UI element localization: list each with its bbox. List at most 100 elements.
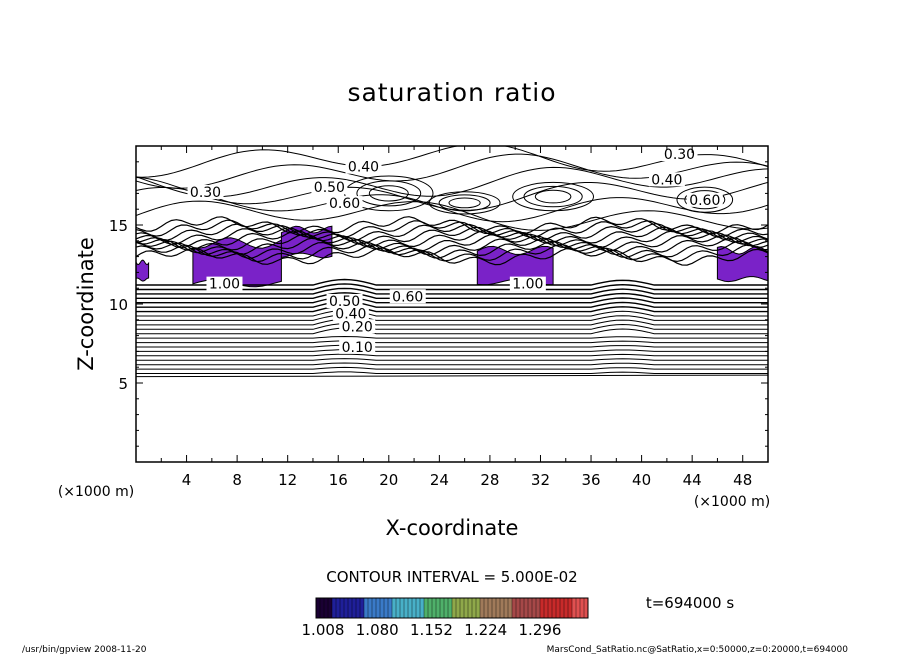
z-unit-label: (×1000 m) — [58, 484, 134, 500]
colorbar-stripe — [360, 598, 365, 618]
colorbar-tick-label: 1.080 — [356, 621, 399, 639]
contour-line — [136, 371, 768, 374]
colorbar-stripe — [456, 598, 461, 618]
x-tick-label: 36 — [581, 471, 600, 489]
contour-line — [136, 362, 768, 366]
colorbar-stripe — [348, 598, 353, 618]
plot-frame — [135, 145, 769, 463]
colorbar-stripe — [376, 598, 381, 618]
contour-interval: CONTOUR INTERVAL = 5.000E-02 — [326, 568, 577, 586]
contour-label: 0.60 — [329, 196, 360, 212]
x-tick-label: 12 — [278, 471, 297, 489]
contour-label-bg — [389, 289, 426, 304]
contour-label: 0.30 — [664, 147, 695, 163]
colorbar-stripe — [464, 598, 469, 618]
colorbar-stripe — [572, 598, 577, 618]
contour-line — [136, 349, 768, 352]
supersaturated-region — [716, 245, 768, 283]
contour-label-bg — [339, 319, 376, 334]
colorbar-stripe — [544, 598, 549, 618]
y-tick-label: 10 — [109, 296, 128, 314]
contour-line — [136, 309, 768, 317]
colorbar-stripe — [444, 598, 449, 618]
x-unit-label: (×1000 m) — [694, 494, 770, 510]
colorbar-tick-label: 1.224 — [464, 621, 507, 639]
contour-loop — [438, 194, 491, 212]
x-tick-label: 32 — [531, 471, 550, 489]
contour-label-bg — [686, 192, 723, 207]
colorbar-stripe — [384, 598, 389, 618]
colorbar-stripe — [548, 598, 553, 618]
colorbar-stripe — [448, 598, 453, 618]
contour-line — [136, 292, 768, 299]
colorbar-stripe — [408, 598, 413, 618]
contour-label-bg — [206, 276, 243, 291]
contour-label: 0.40 — [348, 160, 379, 176]
contour-line — [136, 366, 768, 370]
colorbar-stripe — [496, 598, 501, 618]
colorbar-stripe — [364, 598, 369, 618]
colorbar-stripe — [536, 598, 541, 618]
contour-loop — [684, 190, 726, 210]
contour-line — [136, 240, 768, 259]
contour-line — [136, 296, 768, 304]
contour-label: 1.00 — [209, 277, 240, 293]
colorbar-stripe — [428, 598, 433, 618]
colorbar-stripe — [480, 598, 485, 618]
colorbar-stripe — [420, 598, 425, 618]
contour-loop — [676, 186, 734, 213]
colorbar-stripe — [580, 598, 585, 618]
contour-label-bg — [326, 196, 363, 211]
contour-line — [136, 314, 768, 321]
colorbar-stripe — [500, 598, 505, 618]
y-tick-label: 15 — [109, 217, 128, 235]
contour-label-bg — [187, 184, 224, 199]
x-tick-label: 20 — [379, 471, 398, 489]
colorbar-stripe — [516, 598, 521, 618]
colorbar-stripe — [424, 598, 429, 618]
colorbar-stripe — [416, 598, 421, 618]
x-tick-label: 16 — [329, 471, 348, 489]
contour-line — [136, 229, 768, 249]
colorbar-stripe — [512, 598, 517, 618]
x-tick-label: 48 — [733, 471, 752, 489]
colorbar-stripe — [524, 598, 529, 618]
colorbar-stripe — [556, 598, 561, 618]
colorbar-stripe — [576, 598, 581, 618]
colorbar-stripe — [388, 598, 393, 618]
contour-loop — [368, 185, 409, 202]
contour-line — [136, 300, 768, 308]
colorbar-stripe — [452, 598, 457, 618]
contour-line — [136, 236, 768, 256]
contour-label-bg — [339, 339, 376, 354]
colorbar-stripe — [396, 598, 401, 618]
footer-left: /usr/bin/gpview 2008-11-20 — [22, 645, 147, 654]
contour-line — [136, 186, 768, 223]
colorbar-frame — [315, 597, 589, 619]
contour-label-bg — [332, 306, 369, 321]
chart-title: saturation ratio — [347, 78, 556, 107]
x-tick-label: 44 — [683, 471, 702, 489]
contour-label: 0.50 — [329, 294, 360, 310]
colorbar-stripe — [476, 598, 481, 618]
contour-line — [136, 318, 768, 326]
contour-line — [136, 323, 768, 330]
x-tick-label: 4 — [182, 471, 192, 489]
colorbar-stripe — [328, 598, 333, 618]
colorbar-stripe — [504, 598, 509, 618]
contour-label: 1.00 — [512, 277, 543, 293]
colorbar-stripe — [532, 598, 537, 618]
contour-label: 0.60 — [392, 289, 423, 305]
contour-line — [136, 200, 768, 231]
time-label: t=694000 s — [646, 594, 734, 612]
colorbar: 1.008 1.080 1.152 1.224 1.296 — [302, 597, 589, 639]
contour-loop — [448, 197, 481, 209]
contour-loop — [534, 189, 572, 204]
plot-area: 0.300.400.30 0.500.600.400.601.00 1.000.60… — [136, 146, 768, 378]
contour-line — [136, 335, 768, 339]
colorbar-stripe — [460, 598, 465, 618]
contour-label: 0.60 — [689, 193, 720, 209]
colorbar-stripe — [356, 598, 361, 618]
colorbar-stripe — [368, 598, 373, 618]
